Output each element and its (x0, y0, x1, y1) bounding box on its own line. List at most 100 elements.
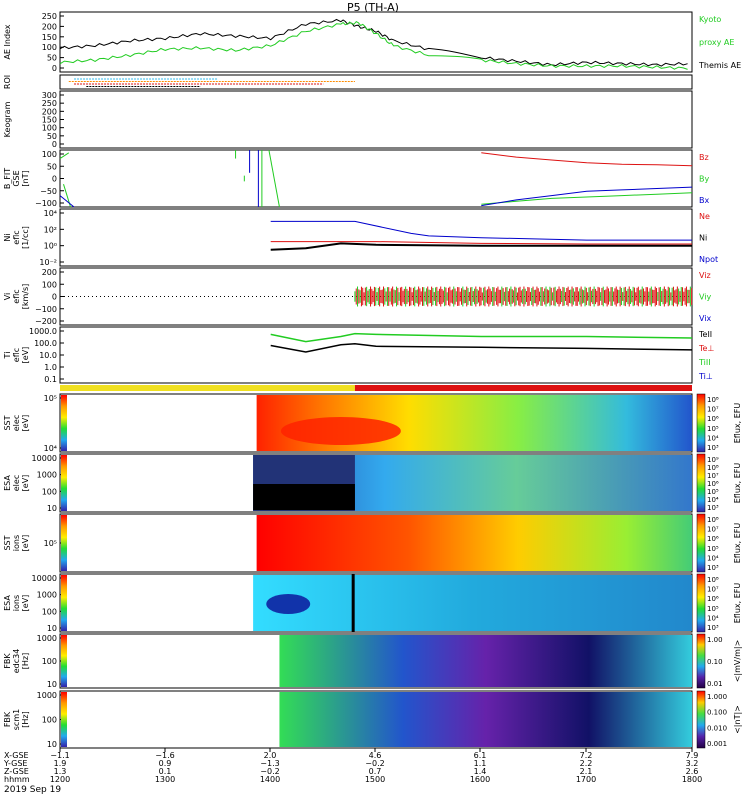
panel-tick-keogram: 300 (42, 91, 57, 100)
spectrogram-fbk-edc34-strip (61, 635, 67, 687)
panel-tick-esa_e: 10000 (32, 454, 57, 463)
panel-tick-sst_i: 10⁵ (44, 539, 57, 548)
x-axis-row-label: X-GSE (4, 751, 29, 760)
ae-series-kyoto-proxy-ae (59, 20, 688, 70)
panel-tick-esa_i: 1000 (37, 591, 57, 600)
colorbar-tick: 10⁴ (707, 614, 719, 622)
panel-ylabel-sst_e: SST (3, 415, 12, 430)
spectrogram-fbk-edc34 (279, 635, 692, 687)
colorbar-tick: 10⁴ (707, 434, 719, 442)
panel-ylabel-roi: ROI (3, 75, 12, 89)
x-axis-value: 1300 (155, 775, 175, 784)
spectrogram-esa-ions-strip (61, 575, 67, 631)
colorbar-tick: 0.100 (707, 709, 727, 717)
colorbar-tick: 1.00 (707, 636, 723, 644)
panel-ylabel-sst_e: [eV] (21, 415, 30, 432)
panel-tick-velocity: 200 (42, 268, 57, 277)
colorbar-label: Eflux, EFU (733, 463, 742, 504)
legend-label-bfield: By (699, 175, 709, 184)
x-axis-row-label: hhmm (4, 775, 30, 784)
colorbar-tick: 0.010 (707, 724, 727, 732)
colorbar-tick: 10⁸ (707, 464, 719, 472)
density-series-ni (270, 220, 692, 241)
sst-e-hotspot (280, 417, 401, 445)
panel-ylabel-fbk1: edc34 (12, 649, 21, 674)
panel-tick-fbk1: 1000 (37, 634, 57, 643)
panel-ylabel-esa_e: ESA (3, 475, 12, 491)
legend-label-velocity: Viy (699, 293, 712, 302)
spectrogram-sst-ions-strip (61, 515, 67, 571)
x-axis-value: −0.2 (260, 767, 279, 776)
bfield-series-bx (481, 186, 693, 207)
panel-tick-sst_e: 10⁵ (44, 394, 57, 403)
colorbar-tick: 0.01 (707, 680, 723, 688)
x-axis-value: 3.2 (686, 759, 699, 768)
plot-title: P5 (TH-A) (347, 1, 399, 14)
panel-tick-velocity: 100 (42, 280, 57, 289)
x-axis-value: 2.1 (580, 767, 593, 776)
colorbar-tick: 1.000 (707, 693, 727, 701)
panel-tick-esa_i: 10000 (32, 574, 57, 583)
panel-ylabel-density: eflc (12, 230, 21, 244)
colorbar-label: Eflux, EFU (733, 583, 742, 624)
x-axis-value: 0.7 (369, 767, 382, 776)
panel-ylabel-bfield: [nT] (21, 170, 30, 186)
panel-tick-temp: 10.0 (39, 351, 57, 360)
colorbar-tick: 10⁷ (707, 406, 719, 414)
colorbar-tick: 0.10 (707, 658, 723, 666)
panel-bfield: B_FIT GSE [nT] 100 50 0 −50 −100 Bz By Bx (3, 149, 709, 208)
panel-frame-ae (59, 11, 693, 73)
date-label: 2019 Sep 19 (4, 785, 61, 795)
colorbar-scale (696, 633, 706, 689)
panel-tick-fbk2: 1000 (37, 691, 57, 700)
x-axis-value: 2.2 (580, 759, 593, 768)
legend-label-ae: Themis AE (698, 61, 741, 70)
colorbar-tick: 10⁷ (707, 526, 719, 534)
panel-tick-sst_e: 10⁴ (44, 444, 57, 453)
spectrogram-fbk-scm1-strip (61, 692, 67, 747)
panel-tick-keogram: 150 (42, 116, 57, 125)
x-axis-value: 7.2 (580, 751, 593, 760)
colorbar-tick: 0.001 (707, 740, 727, 748)
x-axis-value: 1600 (470, 775, 490, 784)
panel-tick-fbk2: 10 (47, 740, 57, 749)
panel-tick-keogram: 0 (52, 140, 57, 149)
panel-tick-keogram: 250 (42, 99, 57, 108)
colorbar-scale (696, 453, 706, 513)
panel-ylabel-velocity: eflc (12, 289, 21, 303)
colorbar-tick: 10³ (707, 444, 719, 452)
panel-ylabel-bfield: B_FIT (3, 168, 12, 189)
colorbar-label: <|nT|> (733, 705, 742, 734)
colorbar-tick: 10⁶ (707, 535, 719, 543)
colorbar-tick: 10³ (707, 624, 719, 632)
x-axis-value: −1.3 (260, 759, 279, 768)
panel-ylabel-density: Ni (3, 233, 12, 241)
panel-tick-ae: 200 (42, 22, 57, 31)
panel-tick-esa_i: 100 (42, 607, 57, 616)
panel-temp: Ti eflc [eV] 1000.0 100.0 10.0 1.0 0.1 TeII Te⊥ Ti… (3, 326, 714, 384)
bfield-segment (59, 152, 70, 159)
panel-tick-ae: 50 (47, 54, 57, 63)
spectrogram-esa-ions (253, 575, 692, 631)
panel-ylabel-sst_i: ions (12, 535, 21, 551)
colorbar-4: 1.00 0.10 0.01 <|mV/m|> (696, 633, 742, 689)
panel-tick-esa_e: 10 (47, 504, 57, 513)
panel-tick-velocity: 0 (52, 293, 57, 302)
x-axis-value: 1.4 (474, 767, 487, 776)
panel-tick-density: 10⁴ (44, 209, 57, 218)
panel-ylabel-velocity: [km/s] (21, 284, 30, 310)
x-axis-value: 4.6 (369, 751, 382, 760)
colorbar-tick: 10⁸ (707, 516, 719, 524)
panel-ylabel-sst_e: elec (12, 415, 21, 431)
panel-ylabel-esa_e: elec (12, 475, 21, 491)
spectrogram-esa-electrons-strip (61, 455, 67, 511)
x-axis-row-label: Y-GSE (3, 759, 27, 768)
panel-tick-velocity: −200 (35, 317, 57, 326)
panel-frame-bfield (59, 149, 693, 208)
panel-tick-fbk1: 10 (47, 680, 57, 689)
colorbar-label: <|mV/m|> (733, 640, 742, 683)
colorbar-tick: 10⁵ (707, 488, 719, 496)
